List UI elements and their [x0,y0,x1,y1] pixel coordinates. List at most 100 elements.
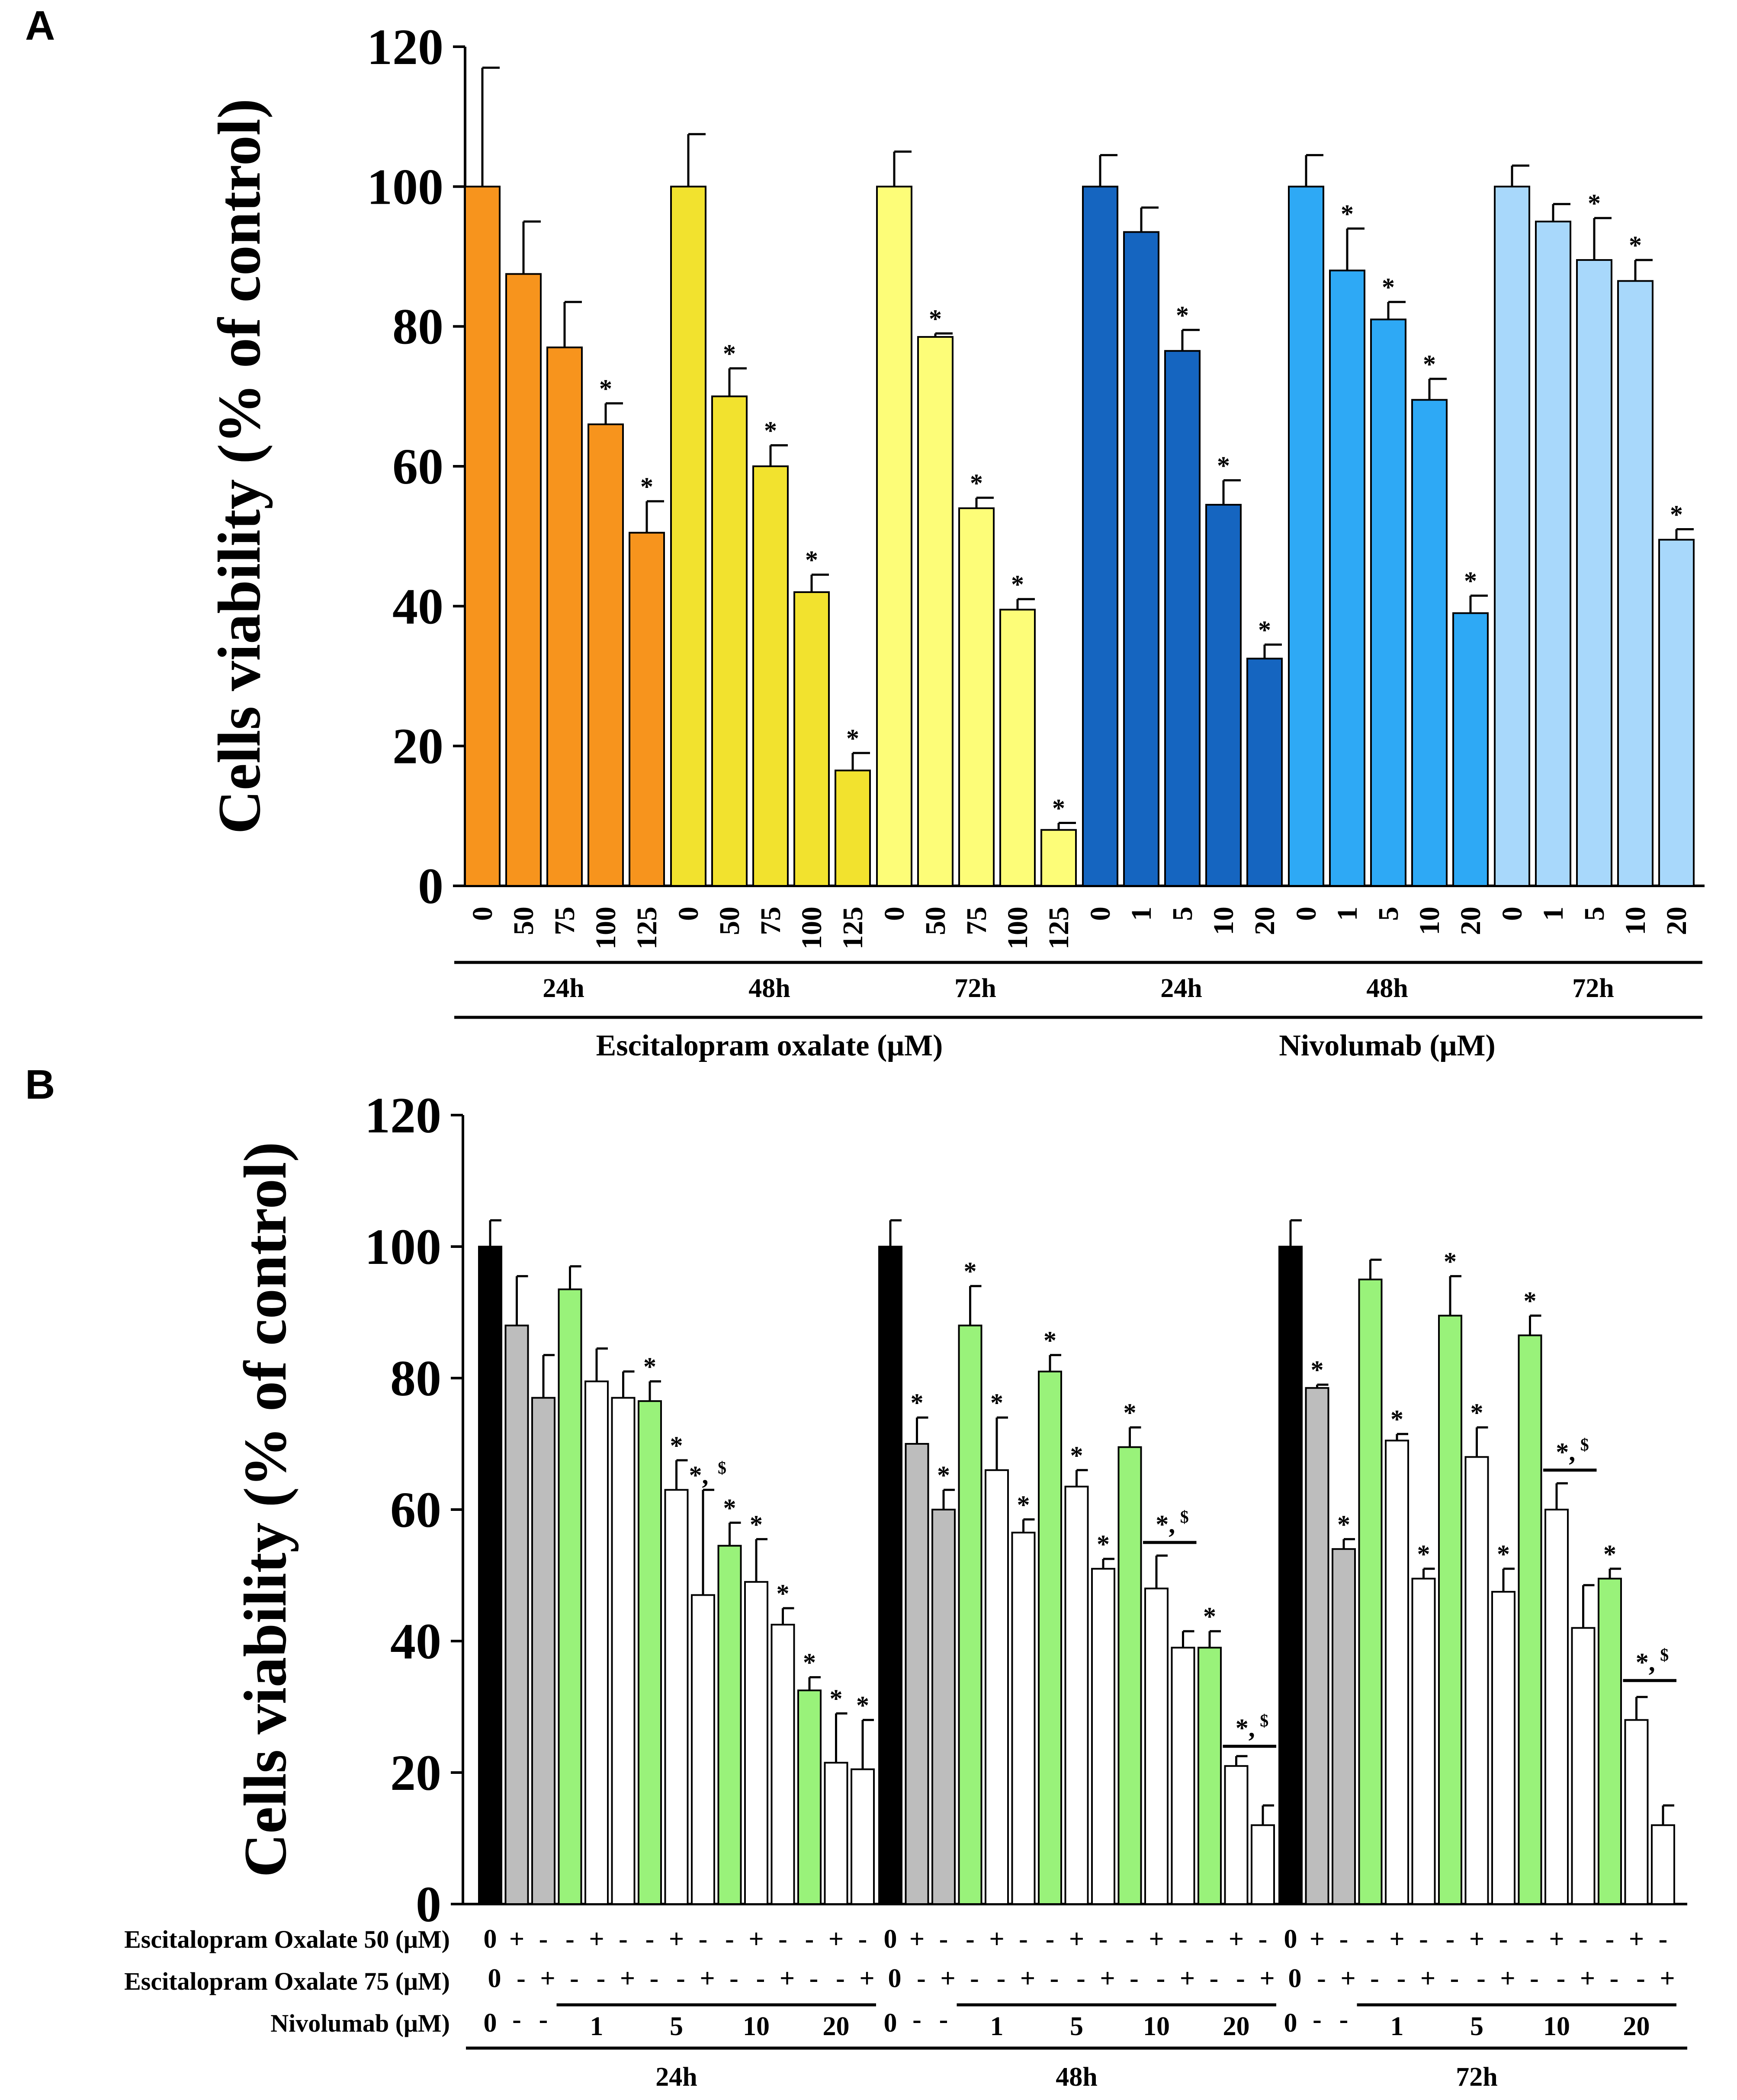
category-label: 75 [549,907,581,935]
y-tick-label: 120 [365,1087,441,1144]
category-label: 20 [1455,907,1487,935]
nivolumab-dose: 5 [1470,2012,1483,2041]
y-tick-label: 80 [390,1350,441,1407]
bar-48h-4 [985,1469,1009,1905]
escitalopram-75-sign: + [540,1964,555,1993]
significance-marker: * [777,1579,790,1608]
bar-24h-9 [717,1545,742,1905]
significance-marker: * [964,1257,977,1286]
escitalopram-50-sign: - [1605,1924,1615,1954]
significance-marker: * [1017,1491,1030,1519]
bar-48h-3 [958,1324,982,1905]
significance-marker: * [1337,1510,1350,1539]
escitalopram-50-sign: + [909,1924,925,1954]
escitalopram-50-sign: - [1259,1924,1268,1954]
escitalopram-75-sign: - [1156,1964,1165,1993]
escitalopram-75-sign: - [1477,1964,1486,1993]
bar-24h-3 [588,423,624,887]
bar-48h-0 [878,1246,902,1905]
escitalopram-75-sign: + [700,1964,715,1993]
bar-48h-2 [752,465,789,887]
bar-72h-0 [1278,1246,1303,1905]
escitalopram-50-sign: - [725,1924,734,1954]
y-tick-label: 20 [390,1744,441,1801]
category-label: 125 [837,907,869,949]
y-tick-label: 120 [367,19,443,75]
escitalopram-75-sign: + [1340,1964,1355,1993]
bar-72h-10 [1544,1509,1569,1905]
category-label: 50 [920,907,951,935]
escitalopram-75-sign: + [1420,1964,1435,1993]
y-tick-label: 40 [392,578,443,635]
escitalopram-50-sign: - [1178,1924,1188,1954]
escitalopram-50-sign: - [1046,1924,1055,1954]
bar-24h-10 [744,1581,768,1905]
group-label: 48h [1056,2062,1097,2092]
escitalopram-75-sign: - [570,1964,579,1993]
bar-48h-3 [793,591,830,887]
escitalopram-75-sign: - [650,1964,659,1993]
escitalopram-50-sign: + [509,1924,524,1954]
significance-marker: * [1444,1247,1457,1276]
escitalopram-75-sign: - [1530,1964,1539,1993]
significance-marker: * [970,469,983,497]
bar-24h-1 [505,273,542,887]
significance-marker: * [830,1684,843,1713]
escitalopram-75-sign: - [997,1964,1006,1993]
significance-marker: * [1423,350,1436,378]
category-label: 75 [961,907,992,935]
bar-72h-4 [1385,1440,1409,1905]
y-tick-label: 100 [367,158,443,215]
escitalopram-50-sign: - [1099,1924,1108,1954]
escitalopram-75-sign: - [1450,1964,1459,1993]
escitalopram-50-sign: + [1469,1924,1484,1954]
category-label: 20 [1249,907,1281,935]
bar-48h-3 [1411,399,1448,887]
escitalopram-50-sign: - [1499,1924,1508,1954]
y-tick-label: 40 [390,1613,441,1670]
group-label: 24h [655,2062,697,2092]
escitalopram-50-sign: - [1419,1924,1428,1954]
bar-24h-3 [558,1288,582,1905]
category-label: 125 [1043,907,1075,949]
bar-24h-8 [691,1594,715,1905]
bar-72h-13 [1624,1719,1649,1905]
significance-marker: * [643,1353,656,1381]
group-label: 48h [748,974,790,1003]
escitalopram-75-sign: - [1397,1964,1406,1993]
bar-24h-4 [1246,657,1283,887]
escitalopram-50-sign: - [1205,1924,1214,1954]
significance-marker: * [1524,1287,1537,1315]
significance-marker: * [640,472,653,501]
escitalopram-75-sign: + [1580,1964,1595,1993]
significance-marker: * [1124,1398,1137,1427]
escitalopram-75-sign: - [1236,1964,1245,1993]
bar-72h-1 [1305,1387,1329,1905]
significance-marker: * [990,1388,1003,1417]
bar-72h-3 [1358,1279,1383,1905]
bar-48h-13 [1224,1765,1249,1905]
drug-label: Escitalopram oxalate (μM) [596,1029,943,1062]
bar-72h-7 [1464,1456,1489,1905]
significance-marker: * [929,305,942,333]
bar-72h-0 [1494,186,1530,887]
nivolumab-dose: 20 [1223,2012,1250,2041]
significance-marker: * [1217,451,1230,480]
category-label: 1 [1538,907,1569,921]
bar-48h-9 [1117,1446,1142,1905]
bar-72h-2 [958,507,995,887]
significance-marker: * [1203,1602,1216,1631]
significance-marker: * [1603,1540,1616,1568]
nivolumab-dose: - [1339,2005,1349,2034]
bar-72h-12 [1598,1577,1622,1905]
group-label: 72h [1572,974,1614,1003]
bar-72h-4 [1658,539,1695,887]
group-label: 24h [1160,974,1202,1003]
row-label: Escitalopram Oxalate 50 (μM) [124,1925,450,1953]
escitalopram-50-sign: - [619,1924,628,1954]
significance-marker: * [1390,1405,1403,1433]
significance-marker: * [764,417,777,445]
category-label: 5 [1167,907,1198,921]
escitalopram-75-sign: - [729,1964,738,1993]
